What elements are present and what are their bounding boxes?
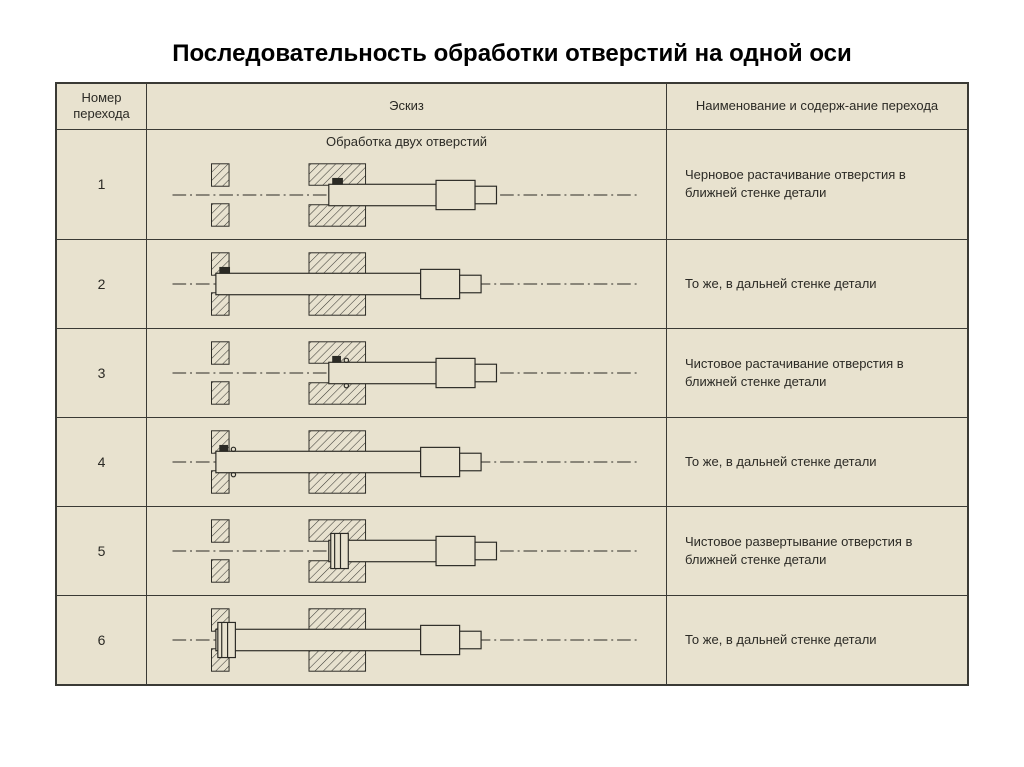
- row-sketch: [147, 595, 667, 684]
- table-row: 6 То же, в дальней стенке детали: [57, 595, 968, 684]
- row-desc: Чистовое растачивание отверстия в ближне…: [667, 328, 968, 417]
- row-number: 4: [57, 417, 147, 506]
- row-sketch: [147, 151, 667, 240]
- row-number: 6: [57, 595, 147, 684]
- sketch-far-rough: [153, 244, 660, 324]
- row-sketch: [147, 239, 667, 328]
- table-row: 4 То же, в дальней стенке детали: [57, 417, 968, 506]
- sketch-far-ream: [153, 600, 660, 680]
- sketch-near-ream: [153, 511, 660, 591]
- row-sketch: [147, 506, 667, 595]
- table-row: 3 Чистовое растачивание отверстия в ближ…: [57, 328, 968, 417]
- sketch-near-fine: [153, 333, 660, 413]
- row-number: 1: [57, 129, 147, 239]
- col-header-desc: Наименование и содерж-ание перехода: [667, 84, 968, 130]
- row-desc: Чистовое развертывание отверстия в ближн…: [667, 506, 968, 595]
- row-desc: То же, в дальней стенке детали: [667, 595, 968, 684]
- table-header-row: Номер перехода Эскиз Наименование и соде…: [57, 84, 968, 130]
- table-row: 2 То же, в дальней стенке детали: [57, 239, 968, 328]
- subheader-label: Обработка двух отверстий: [147, 129, 667, 151]
- table-row: 5 Чистовое развертывание отверстия в бли…: [57, 506, 968, 595]
- sketch-far-fine: [153, 422, 660, 502]
- col-header-sketch: Эскиз: [147, 84, 667, 130]
- subheader-row: 1 Обработка двух отверстий Черновое раст…: [57, 129, 968, 151]
- row-desc: То же, в дальней стенке детали: [667, 417, 968, 506]
- page-title: Последовательность обработки отверстий н…: [55, 40, 969, 68]
- row-sketch: [147, 328, 667, 417]
- row-number: 5: [57, 506, 147, 595]
- sequence-table: Номер перехода Эскиз Наименование и соде…: [55, 82, 969, 686]
- row-sketch: [147, 417, 667, 506]
- row-number: 3: [57, 328, 147, 417]
- row-desc: То же, в дальней стенке детали: [667, 239, 968, 328]
- sketch-near-rough: [153, 155, 660, 235]
- row-number: 2: [57, 239, 147, 328]
- col-header-number: Номер перехода: [57, 84, 147, 130]
- row-desc: Черновое растачивание отверстия в ближне…: [667, 129, 968, 239]
